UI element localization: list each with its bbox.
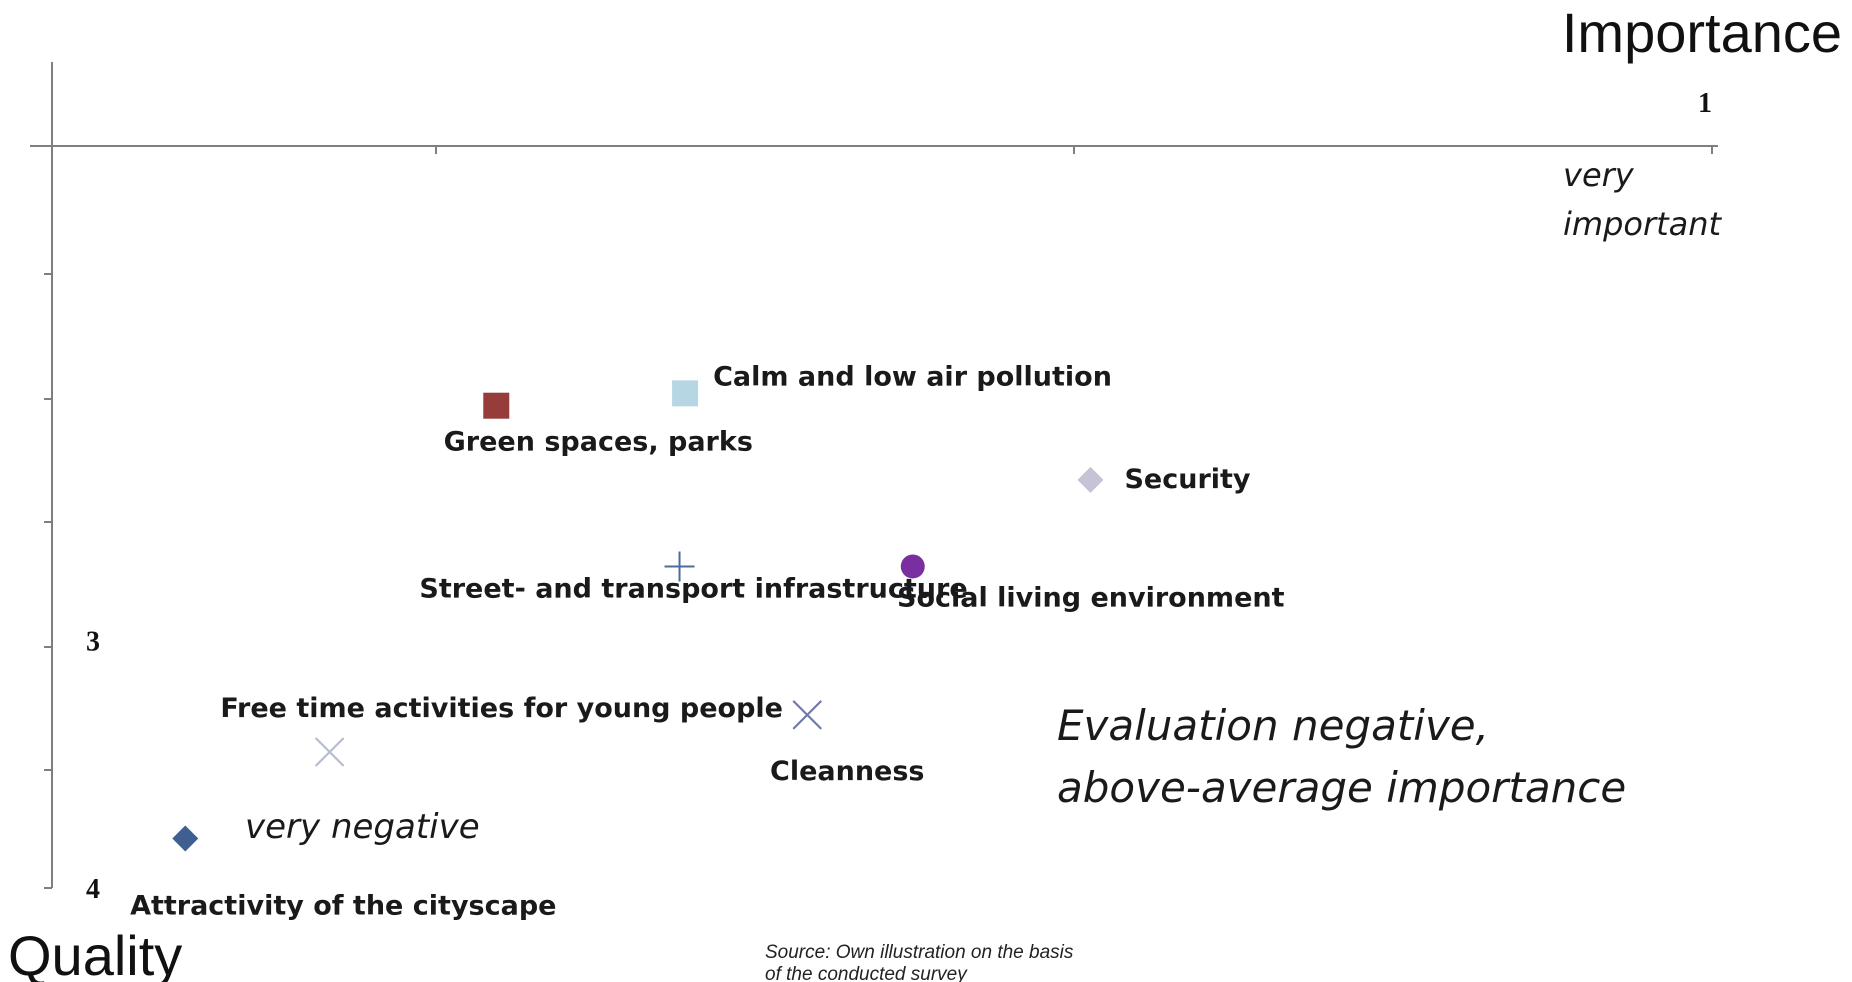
- point-labels: Calm and low air pollution Green spaces, …: [130, 361, 1285, 921]
- y-tick-label-0: 3: [86, 627, 100, 658]
- point-label-2: Security: [1124, 464, 1250, 495]
- x-tick-label-0: 1: [1698, 88, 1712, 119]
- very-important-note-1: very: [1563, 156, 1635, 194]
- point-marker-7: [172, 825, 199, 852]
- very-negative-note: very negative: [245, 807, 480, 847]
- point-label-1: Green spaces, parks: [444, 427, 753, 458]
- point-marker-2: [1077, 466, 1104, 493]
- point-marker-5: [314, 737, 345, 767]
- y-axis-title: Quality: [8, 924, 182, 982]
- data-markers: [172, 380, 1104, 852]
- source-note-1: Source: Own illustration on the basis: [765, 942, 1074, 963]
- point-marker-6: [792, 700, 823, 730]
- point-label-7: Attractivity of the cityscape: [130, 891, 556, 922]
- axis-ticks: [44, 145, 1713, 889]
- point-label-0: Calm and low air pollution: [713, 361, 1112, 392]
- x-axis-title: Importance: [1562, 1, 1842, 64]
- point-label-4: Social living environment: [897, 582, 1285, 613]
- point-marker-4: [900, 554, 925, 579]
- point-label-5: Free time activities for young people: [220, 693, 783, 724]
- point-label-3: Street- and transport infrastructure: [419, 573, 967, 604]
- very-important-note-2: important: [1563, 205, 1723, 243]
- quadrant-note-1: Evaluation negative,: [1057, 701, 1489, 750]
- point-marker-3: [664, 551, 695, 582]
- tick-labels: 1 3 4: [86, 88, 1712, 905]
- source-note-2: of the conducted survey: [765, 964, 968, 982]
- point-marker-0: [672, 380, 699, 407]
- point-marker-1: [483, 392, 510, 419]
- y-tick-label-1: 4: [86, 874, 100, 905]
- point-label-6: Cleanness: [770, 756, 925, 787]
- quadrant-note-2: above-average importance: [1057, 763, 1626, 812]
